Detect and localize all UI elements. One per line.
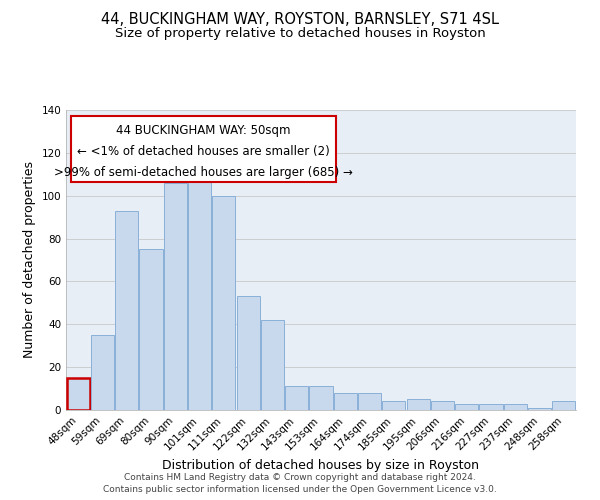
Bar	[504, 404, 527, 410]
Bar	[212, 196, 235, 410]
Bar	[382, 402, 406, 410]
Text: 44, BUCKINGHAM WAY, ROYSTON, BARNSLEY, S71 4SL: 44, BUCKINGHAM WAY, ROYSTON, BARNSLEY, S…	[101, 12, 499, 28]
Bar	[479, 404, 503, 410]
Text: >99% of semi-detached houses are larger (685) →: >99% of semi-detached houses are larger …	[54, 166, 353, 179]
X-axis label: Distribution of detached houses by size in Royston: Distribution of detached houses by size …	[163, 458, 479, 471]
Bar	[553, 402, 575, 410]
Bar	[285, 386, 308, 410]
FancyBboxPatch shape	[71, 116, 337, 182]
Text: Contains public sector information licensed under the Open Government Licence v3: Contains public sector information licen…	[103, 485, 497, 494]
Bar	[407, 400, 430, 410]
Text: 44 BUCKINGHAM WAY: 50sqm: 44 BUCKINGHAM WAY: 50sqm	[116, 124, 291, 137]
Bar	[67, 378, 89, 410]
Bar	[115, 210, 138, 410]
Bar	[261, 320, 284, 410]
Bar	[528, 408, 551, 410]
Text: Contains HM Land Registry data © Crown copyright and database right 2024.: Contains HM Land Registry data © Crown c…	[124, 472, 476, 482]
Bar	[139, 250, 163, 410]
Bar	[310, 386, 332, 410]
Bar	[188, 168, 211, 410]
Y-axis label: Number of detached properties: Number of detached properties	[23, 162, 36, 358]
Bar	[164, 183, 187, 410]
Text: ← <1% of detached houses are smaller (2): ← <1% of detached houses are smaller (2)	[77, 145, 330, 158]
Bar	[455, 404, 478, 410]
Bar	[334, 393, 357, 410]
Bar	[236, 296, 260, 410]
Bar	[91, 335, 114, 410]
Text: Size of property relative to detached houses in Royston: Size of property relative to detached ho…	[115, 28, 485, 40]
Bar	[431, 402, 454, 410]
Bar	[358, 393, 381, 410]
